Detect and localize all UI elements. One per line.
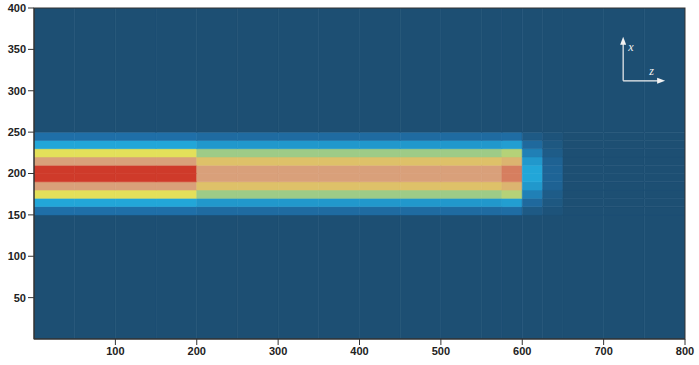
svg-text:500: 500 xyxy=(432,345,450,357)
svg-text:800: 800 xyxy=(676,345,694,357)
svg-text:600: 600 xyxy=(513,345,531,357)
svg-text:350: 350 xyxy=(8,43,26,55)
svg-text:300: 300 xyxy=(269,345,287,357)
svg-text:100: 100 xyxy=(8,250,26,262)
svg-text:400: 400 xyxy=(8,2,26,14)
svg-text:z: z xyxy=(648,64,654,78)
svg-text:250: 250 xyxy=(8,126,26,138)
svg-text:300: 300 xyxy=(8,85,26,97)
svg-text:400: 400 xyxy=(350,345,368,357)
svg-text:100: 100 xyxy=(106,345,124,357)
svg-text:50: 50 xyxy=(14,292,26,304)
svg-text:150: 150 xyxy=(8,209,26,221)
svg-text:700: 700 xyxy=(594,345,612,357)
svg-text:x: x xyxy=(627,40,634,54)
svg-text:200: 200 xyxy=(8,167,26,179)
svg-text:200: 200 xyxy=(188,345,206,357)
